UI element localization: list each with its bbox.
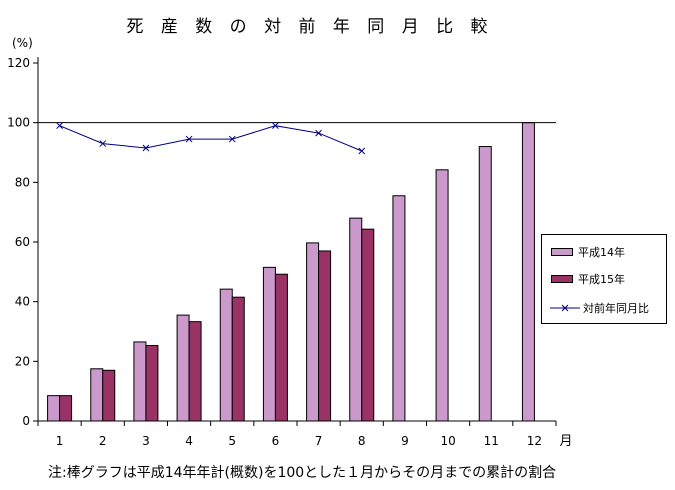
footnote: 注:棒グラフは平成14年年計(概数)を100とした１月からその月までの累計の割合 xyxy=(48,465,557,481)
axes xyxy=(33,57,557,426)
bar-s1-2 xyxy=(90,368,104,422)
bar-s2-6 xyxy=(274,273,288,422)
y-tick-label-100: 100 xyxy=(7,116,30,130)
y-tick-label-60: 60 xyxy=(15,235,30,249)
x-tick-label-10: 10 xyxy=(440,434,455,448)
bar-s1-3 xyxy=(133,341,147,422)
bar-s1-1 xyxy=(47,395,61,422)
bar-s1-8 xyxy=(349,217,363,422)
bar-s2-5 xyxy=(231,296,245,422)
legend-swatch-h15 xyxy=(551,275,573,283)
y-axis-unit: (%) xyxy=(12,36,33,50)
ratio-line xyxy=(56,122,366,155)
bars xyxy=(47,122,535,422)
y-tick-label-0: 0 xyxy=(22,414,30,428)
ratio-point-2 xyxy=(99,140,107,147)
legend-item-h15: 平成15年 xyxy=(542,272,625,286)
y-tick-label-120: 120 xyxy=(7,56,30,70)
ratio-point-7 xyxy=(315,129,322,137)
bar-s1-10 xyxy=(435,169,449,422)
x-tick-label-4: 4 xyxy=(185,434,193,448)
bar-s2-8 xyxy=(361,228,375,422)
chart-title: 死 産 数 の 対 前 年 同 月 比 較 xyxy=(126,17,494,37)
x-tick-label-7: 7 xyxy=(315,434,323,448)
bar-s1-11 xyxy=(478,146,492,422)
ratio-series-line xyxy=(59,125,362,152)
x-tick-label-5: 5 xyxy=(228,434,236,448)
ratio-point-8 xyxy=(358,147,366,155)
x-tick-label-6: 6 xyxy=(272,434,280,448)
x-axis-unit: 月 xyxy=(559,434,572,449)
legend: 平成14年 平成15年 対前年同月比 xyxy=(541,234,667,324)
bar-s1-12 xyxy=(521,122,535,422)
legend-swatch-ratio xyxy=(550,303,580,313)
y-tick-label-40: 40 xyxy=(15,295,30,309)
x-tick-label-9: 9 xyxy=(401,434,409,448)
bar-s2-7 xyxy=(318,250,332,422)
x-tick-label-11: 11 xyxy=(484,434,499,448)
ratio-point-4 xyxy=(185,135,193,143)
y-tick-label-20: 20 xyxy=(15,354,30,368)
legend-swatch-h14 xyxy=(551,248,573,256)
bar-s1-9 xyxy=(392,195,406,422)
ratio-point-6 xyxy=(272,122,279,130)
bar-s2-2 xyxy=(102,369,116,422)
bar-s1-7 xyxy=(306,242,320,422)
legend-item-h14: 平成14年 xyxy=(542,245,625,259)
ratio-point-5 xyxy=(228,135,236,143)
bar-s2-3 xyxy=(145,345,159,422)
x-tick-label-3: 3 xyxy=(142,434,150,448)
legend-label-h15: 平成15年 xyxy=(578,273,625,286)
ratio-point-1 xyxy=(56,122,63,130)
legend-label-ratio: 対前年同月比 xyxy=(583,302,649,315)
y-tick-label-80: 80 xyxy=(15,175,30,189)
bar-s1-5 xyxy=(219,288,233,422)
x-tick-label-8: 8 xyxy=(358,434,366,448)
bar-s1-6 xyxy=(262,266,276,422)
bar-s2-1 xyxy=(59,395,73,422)
bar-s2-4 xyxy=(188,321,202,422)
x-tick-label-12: 12 xyxy=(527,434,542,448)
x-tick-label-1: 1 xyxy=(56,434,64,448)
legend-item-ratio: 対前年同月比 xyxy=(542,301,649,315)
x-tick-label-2: 2 xyxy=(99,434,107,448)
ratio-point-3 xyxy=(142,144,150,152)
bar-s1-4 xyxy=(176,314,190,422)
legend-label-h14: 平成14年 xyxy=(578,246,625,259)
